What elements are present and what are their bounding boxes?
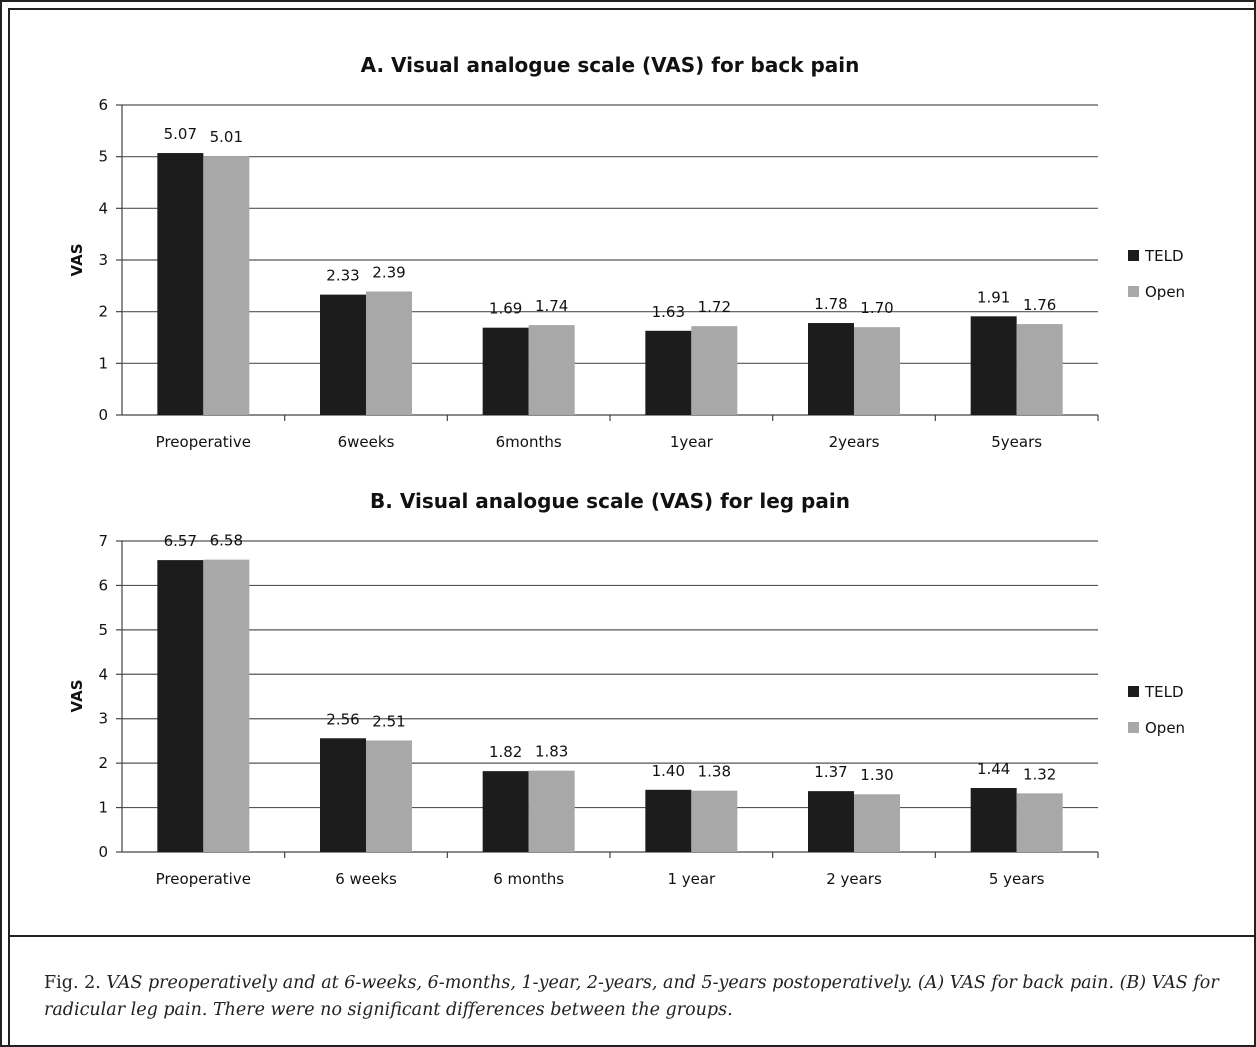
- y-tick-label: 4: [98, 199, 108, 217]
- data-label: 5.01: [210, 128, 243, 146]
- y-tick-label: 3: [98, 251, 108, 269]
- legend-label: Open: [1145, 719, 1185, 737]
- data-label: 1.40: [652, 762, 685, 780]
- bar-teld: [970, 788, 1017, 852]
- x-tick-label: 2 years: [826, 870, 882, 888]
- data-label: 1.76: [1023, 296, 1056, 314]
- y-tick-label: 6: [98, 96, 108, 114]
- legend-swatch: [1128, 686, 1139, 697]
- bar-open: [203, 156, 250, 415]
- legend-swatch: [1128, 250, 1139, 261]
- y-tick-label: 1: [98, 799, 108, 817]
- data-label: 1.63: [652, 303, 685, 321]
- data-label: 5.07: [164, 125, 197, 143]
- y-tick-label: 2: [98, 754, 108, 772]
- bar-open: [203, 559, 250, 852]
- data-label: 1.32: [1023, 765, 1056, 783]
- x-tick-label: 2years: [829, 433, 880, 451]
- data-label: 1.44: [977, 760, 1010, 778]
- bar-open: [854, 794, 900, 852]
- data-label: 6.58: [210, 532, 243, 550]
- bar-teld: [482, 327, 529, 415]
- bar-open: [366, 740, 412, 852]
- bar-open: [1016, 324, 1063, 415]
- legend-swatch: [1128, 286, 1139, 297]
- bar-teld: [808, 323, 854, 415]
- bar-open: [691, 790, 738, 852]
- bar-open: [854, 327, 900, 415]
- bar-teld: [157, 560, 204, 852]
- legend-swatch: [1128, 722, 1139, 733]
- y-tick-label: 3: [98, 710, 108, 728]
- data-label: 1.83: [535, 743, 568, 761]
- legend-label: TELD: [1144, 683, 1184, 701]
- data-label: 1.38: [698, 763, 731, 781]
- x-tick-label: 5years: [991, 433, 1042, 451]
- data-label: 6.57: [164, 532, 197, 550]
- x-tick-label: 6 weeks: [335, 870, 397, 888]
- data-label: 2.33: [326, 267, 359, 285]
- y-tick-label: 1: [98, 354, 108, 372]
- y-tick-label: 4: [98, 665, 108, 683]
- bar-open: [691, 326, 738, 415]
- data-label: 1.30: [860, 766, 893, 784]
- y-axis-label: VAS: [68, 243, 86, 276]
- bar-teld: [320, 738, 366, 852]
- bar-teld: [808, 791, 854, 852]
- data-label: 1.82: [489, 743, 522, 761]
- caption-body: VAS preoperatively and at 6-weeks, 6-mon…: [44, 973, 1219, 1020]
- data-label: 1.72: [698, 298, 731, 316]
- y-tick-label: 5: [98, 621, 108, 639]
- data-label: 1.74: [535, 297, 568, 315]
- data-label: 1.69: [489, 300, 522, 318]
- data-label: 2.56: [326, 710, 359, 728]
- x-tick-label: 1 year: [667, 870, 716, 888]
- chart-title: B. Visual analogue scale (VAS) for leg p…: [370, 489, 850, 513]
- data-label: 1.78: [814, 295, 847, 313]
- x-tick-label: 6weeks: [338, 433, 395, 451]
- y-axis-label: VAS: [68, 679, 86, 712]
- data-label: 2.39: [372, 264, 405, 282]
- y-tick-label: 0: [98, 843, 108, 861]
- chart-title: A. Visual analogue scale (VAS) for back …: [361, 53, 860, 77]
- data-label: 2.51: [372, 712, 405, 730]
- chart-back-pain: A. Visual analogue scale (VAS) for back …: [68, 53, 1185, 451]
- bar-open: [366, 291, 412, 415]
- bar-open: [528, 770, 575, 852]
- x-tick-label: Preoperative: [156, 870, 251, 888]
- x-tick-label: 1year: [670, 433, 714, 451]
- bar-teld: [157, 153, 204, 416]
- bar-teld: [482, 771, 529, 852]
- caption-lead: Fig. 2.: [44, 973, 101, 993]
- y-tick-label: 7: [98, 532, 108, 550]
- bar-teld: [645, 789, 692, 852]
- figure-caption: Fig. 2. VAS preoperatively and at 6-week…: [44, 970, 1224, 1024]
- data-label: 1.91: [977, 288, 1010, 306]
- y-tick-label: 5: [98, 148, 108, 166]
- y-tick-label: 6: [98, 576, 108, 594]
- bar-open: [528, 325, 575, 415]
- x-tick-label: 5 years: [989, 870, 1045, 888]
- x-tick-label: Preoperative: [156, 433, 251, 451]
- x-tick-label: 6months: [496, 433, 562, 451]
- bar-teld: [645, 330, 692, 415]
- y-tick-label: 2: [98, 303, 108, 321]
- bar-open: [1016, 793, 1063, 852]
- data-label: 1.70: [860, 299, 893, 317]
- bar-teld: [320, 294, 366, 415]
- bar-teld: [970, 316, 1017, 415]
- legend-label: TELD: [1144, 247, 1184, 265]
- y-tick-label: 0: [98, 406, 108, 424]
- x-tick-label: 6 months: [493, 870, 564, 888]
- legend-label: Open: [1145, 283, 1185, 301]
- data-label: 1.37: [814, 763, 847, 781]
- chart-leg-pain: B. Visual analogue scale (VAS) for leg p…: [68, 489, 1185, 888]
